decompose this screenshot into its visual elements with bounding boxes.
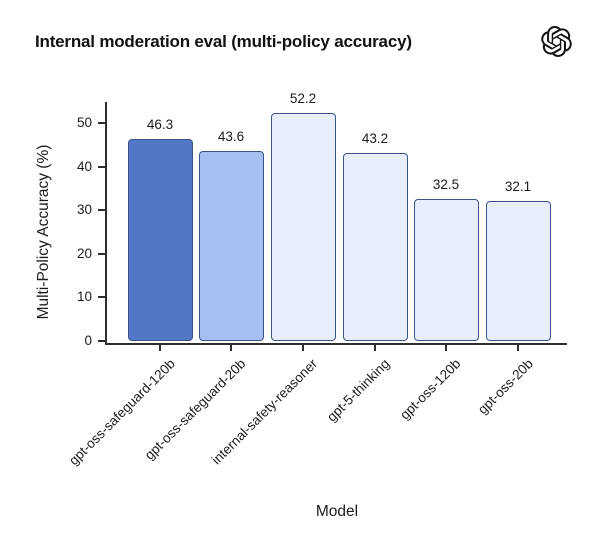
bar-gpt-oss-120b: [413, 199, 479, 341]
y-tick-label: 50: [76, 115, 92, 130]
bar-gpt-oss-20b: [485, 201, 551, 341]
y-tick: [98, 296, 105, 299]
x-tick: [374, 345, 376, 351]
x-tick-label: gpt-5-thinking: [324, 356, 393, 425]
x-tick: [302, 345, 304, 351]
bar-value-label: 52.2: [289, 91, 317, 107]
bar-value-label: 46.3: [146, 117, 174, 133]
x-axis-line: [105, 343, 567, 345]
bar-gpt-oss-safeguard-20b: [198, 150, 264, 341]
chart-title: Internal moderation eval (multi-policy a…: [35, 32, 412, 51]
bar-value-label: 32.5: [432, 177, 460, 193]
x-tick-label: gpt-oss-20b: [474, 356, 536, 418]
bar-gpt-5-thinking: [342, 152, 408, 341]
x-axis-title: Model: [315, 503, 359, 520]
x-tick-label: gpt-oss-120b: [397, 356, 464, 423]
y-tick-label: 0: [84, 333, 92, 348]
y-tick: [98, 165, 105, 168]
y-tick-label: 40: [76, 158, 92, 174]
openai-logo-icon: [541, 26, 572, 58]
y-tick-label: 30: [76, 202, 92, 218]
y-tick-label: 10: [76, 289, 92, 305]
bar-gpt-oss-safeguard-120b: [127, 139, 193, 341]
x-tick: [445, 345, 447, 351]
x-tick: [159, 345, 161, 351]
bar-value-label: 43.2: [361, 130, 389, 146]
y-axis-line: [105, 102, 107, 345]
bar-internal-safety-reasoner: [270, 113, 336, 341]
y-tick: [98, 122, 105, 124]
bar-value-label: 32.1: [504, 179, 532, 195]
bar-value-label: 43.6: [217, 128, 245, 144]
y-tick: [98, 209, 105, 212]
y-tick-label: 20: [76, 245, 92, 261]
x-tick: [230, 345, 232, 351]
y-tick: [98, 252, 105, 255]
x-tick: [517, 345, 519, 351]
y-tick: [98, 340, 105, 342]
